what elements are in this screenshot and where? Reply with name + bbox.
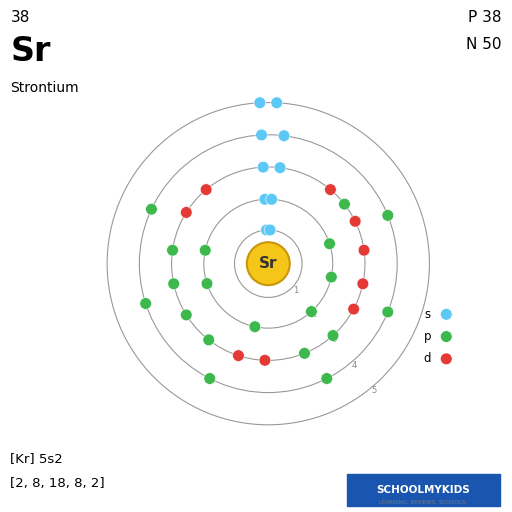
Circle shape <box>199 244 211 256</box>
Circle shape <box>203 334 215 346</box>
Circle shape <box>247 242 290 285</box>
Text: d: d <box>423 352 431 366</box>
Text: 3: 3 <box>332 335 337 345</box>
Circle shape <box>266 194 278 205</box>
Circle shape <box>440 331 452 343</box>
Text: [2, 8, 18, 8, 2]: [2, 8, 18, 8, 2] <box>10 477 105 490</box>
Circle shape <box>145 203 157 215</box>
Circle shape <box>168 278 180 290</box>
Text: s: s <box>425 308 431 321</box>
Circle shape <box>348 303 359 315</box>
Circle shape <box>324 238 335 249</box>
Circle shape <box>140 297 152 309</box>
Circle shape <box>259 194 271 205</box>
Circle shape <box>249 321 261 333</box>
Circle shape <box>326 271 337 283</box>
Circle shape <box>180 309 192 321</box>
Circle shape <box>255 129 267 141</box>
Circle shape <box>201 278 213 289</box>
Circle shape <box>327 330 339 342</box>
Text: Sr: Sr <box>259 256 278 271</box>
Circle shape <box>325 184 336 196</box>
Circle shape <box>278 130 290 141</box>
Circle shape <box>306 306 317 317</box>
Circle shape <box>232 350 244 361</box>
Circle shape <box>440 353 452 365</box>
Circle shape <box>261 224 272 236</box>
Text: [Kr] 5s2: [Kr] 5s2 <box>10 453 63 465</box>
Circle shape <box>358 244 370 256</box>
Circle shape <box>204 373 216 385</box>
Circle shape <box>258 161 269 173</box>
Text: Sr: Sr <box>10 35 51 68</box>
Text: Strontium: Strontium <box>10 81 79 95</box>
Text: 1: 1 <box>293 286 298 295</box>
Circle shape <box>274 162 286 174</box>
Circle shape <box>338 198 350 210</box>
Circle shape <box>382 209 394 221</box>
Text: LEARNING. REVIEWS. SCHOOLS.: LEARNING. REVIEWS. SCHOOLS. <box>379 500 467 505</box>
Text: 2: 2 <box>312 310 317 319</box>
Circle shape <box>271 97 283 109</box>
Circle shape <box>298 348 310 359</box>
Circle shape <box>264 224 276 236</box>
Circle shape <box>200 184 212 196</box>
Text: P 38: P 38 <box>468 10 502 26</box>
Circle shape <box>167 244 178 256</box>
Text: 5: 5 <box>371 386 376 395</box>
Text: p: p <box>423 330 431 343</box>
Circle shape <box>349 216 361 227</box>
Text: SCHOOLMYKIDS: SCHOOLMYKIDS <box>376 485 470 495</box>
Circle shape <box>321 373 333 385</box>
Circle shape <box>382 306 394 318</box>
Circle shape <box>180 207 192 218</box>
Text: N 50: N 50 <box>466 36 502 52</box>
Text: 4: 4 <box>351 361 357 370</box>
Text: 38: 38 <box>10 10 30 26</box>
Circle shape <box>440 309 452 320</box>
Circle shape <box>254 97 266 109</box>
FancyBboxPatch shape <box>347 474 500 506</box>
Circle shape <box>357 278 369 290</box>
Circle shape <box>259 354 271 366</box>
